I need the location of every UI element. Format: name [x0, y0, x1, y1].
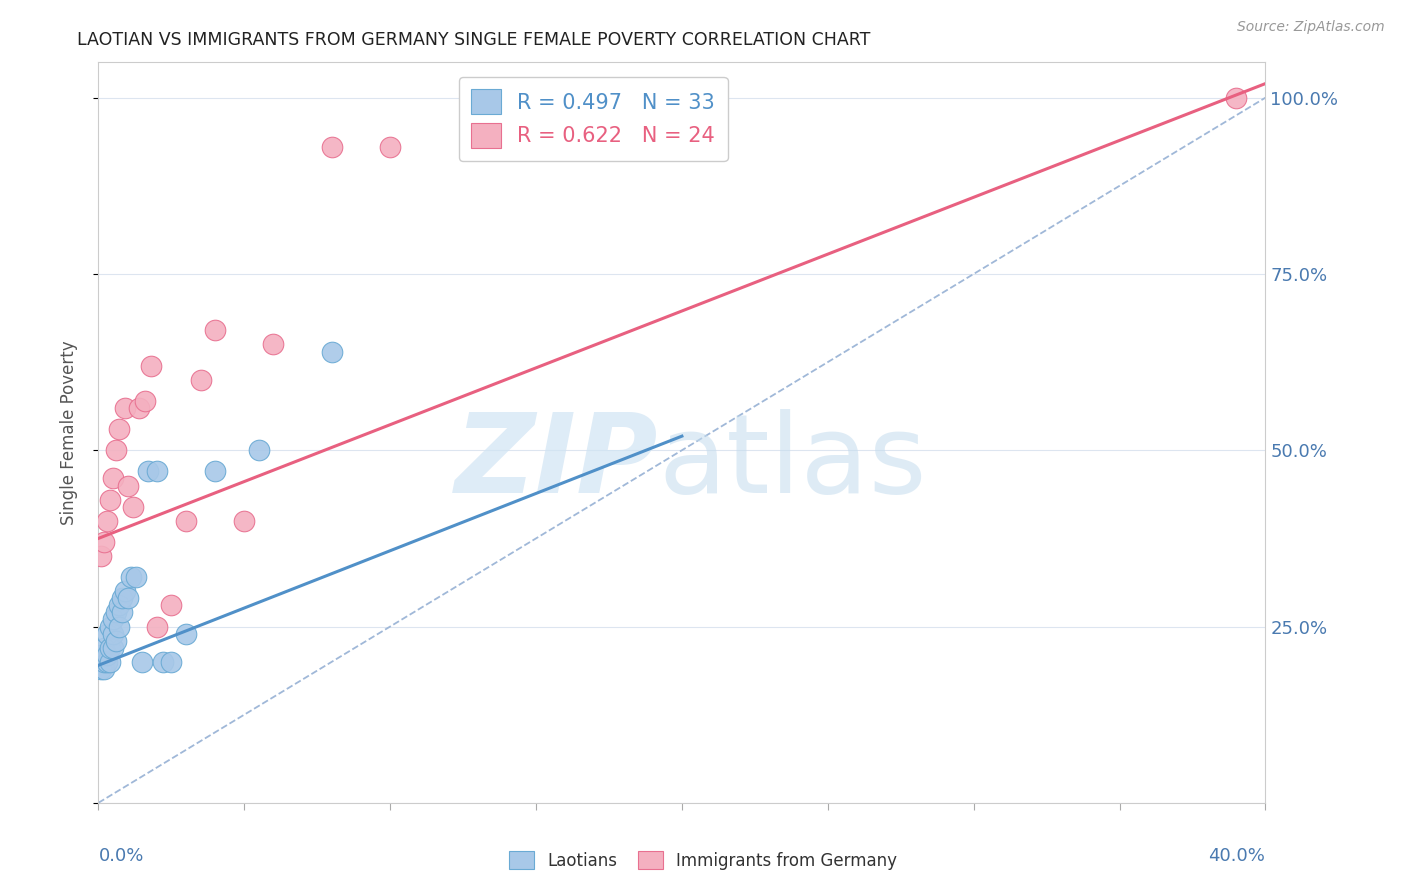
Point — [321, 344, 343, 359]
Point — [104, 633, 127, 648]
Point — [160, 599, 183, 613]
Point — [125, 570, 148, 584]
Point — [93, 535, 115, 549]
Point — [98, 492, 121, 507]
Point — [524, 140, 547, 154]
Point — [120, 570, 142, 584]
Point — [108, 619, 131, 633]
Legend: Laotians, Immigrants from Germany: Laotians, Immigrants from Germany — [502, 845, 904, 877]
Point — [93, 662, 115, 676]
Point — [93, 640, 115, 655]
Point — [90, 662, 112, 676]
Point — [101, 640, 124, 655]
Point — [134, 393, 156, 408]
Point — [108, 422, 131, 436]
Point — [117, 478, 139, 492]
Point — [380, 140, 402, 154]
Point — [204, 464, 226, 478]
Point — [104, 606, 127, 620]
Point — [96, 514, 118, 528]
Point — [128, 401, 150, 415]
Point — [98, 655, 121, 669]
Point — [108, 599, 131, 613]
Point — [247, 443, 270, 458]
Point — [136, 464, 159, 478]
Point — [152, 655, 174, 669]
Text: 0.0%: 0.0% — [98, 847, 143, 865]
Point — [122, 500, 145, 514]
Point — [321, 140, 343, 154]
Point — [101, 471, 124, 485]
Text: atlas: atlas — [658, 409, 927, 516]
Point — [114, 584, 136, 599]
Point — [111, 606, 134, 620]
Point — [233, 514, 256, 528]
Point — [131, 655, 153, 669]
Point — [96, 655, 118, 669]
Point — [262, 337, 284, 351]
Point — [139, 359, 162, 373]
Point — [98, 619, 121, 633]
Text: Source: ZipAtlas.com: Source: ZipAtlas.com — [1237, 20, 1385, 34]
Point — [96, 648, 118, 662]
Text: ZIP: ZIP — [456, 409, 658, 516]
Text: LAOTIAN VS IMMIGRANTS FROM GERMANY SINGLE FEMALE POVERTY CORRELATION CHART: LAOTIAN VS IMMIGRANTS FROM GERMANY SINGL… — [77, 31, 870, 49]
Point — [204, 323, 226, 337]
Legend: R = 0.497   N = 33, R = 0.622   N = 24: R = 0.497 N = 33, R = 0.622 N = 24 — [458, 77, 727, 161]
Point — [111, 591, 134, 606]
Point — [96, 626, 118, 640]
Point — [114, 401, 136, 415]
Point — [104, 443, 127, 458]
Point — [117, 591, 139, 606]
Point — [1225, 91, 1247, 105]
Point — [90, 648, 112, 662]
Point — [93, 655, 115, 669]
Y-axis label: Single Female Poverty: Single Female Poverty — [59, 341, 77, 524]
Point — [90, 549, 112, 563]
Point — [174, 626, 197, 640]
Point — [190, 373, 212, 387]
Text: 40.0%: 40.0% — [1209, 847, 1265, 865]
Point — [174, 514, 197, 528]
Point — [146, 464, 169, 478]
Point — [101, 626, 124, 640]
Point — [98, 640, 121, 655]
Point — [146, 619, 169, 633]
Point — [160, 655, 183, 669]
Point — [101, 612, 124, 626]
